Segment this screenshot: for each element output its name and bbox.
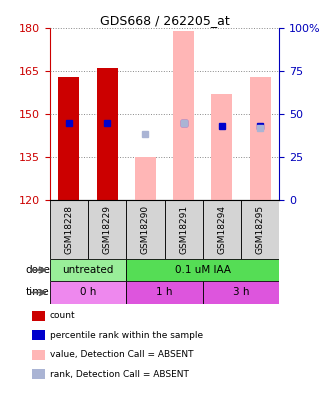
Bar [135,157,156,200]
Bar [211,94,232,200]
Bar [126,281,203,304]
Text: GSM18229: GSM18229 [103,205,112,254]
Bar [88,200,126,259]
Text: 1 h: 1 h [156,288,173,298]
Bar [126,200,164,259]
Text: value, Detection Call = ABSENT: value, Detection Call = ABSENT [50,350,193,359]
Text: untreated: untreated [62,265,114,275]
Text: GSM18294: GSM18294 [217,205,226,254]
Text: time: time [26,288,50,298]
Bar [58,77,79,200]
Text: 0.1 uM IAA: 0.1 uM IAA [175,265,231,275]
Title: GDS668 / 262205_at: GDS668 / 262205_at [100,14,230,27]
Bar [173,31,194,200]
Text: dose: dose [25,265,50,275]
Bar [250,77,271,200]
Bar [50,259,126,281]
Text: GSM18291: GSM18291 [179,205,188,254]
Bar [164,200,203,259]
Bar [126,259,279,281]
Text: GSM18295: GSM18295 [256,205,265,254]
Text: count: count [50,311,75,320]
Text: 0 h: 0 h [80,288,96,298]
Bar [203,200,241,259]
Bar [203,281,279,304]
Text: 3 h: 3 h [233,288,249,298]
Bar [50,281,126,304]
Bar [241,200,279,259]
Text: GSM18290: GSM18290 [141,205,150,254]
Text: GSM18228: GSM18228 [65,205,74,254]
Bar [97,68,118,200]
Text: rank, Detection Call = ABSENT: rank, Detection Call = ABSENT [50,370,189,379]
Text: percentile rank within the sample: percentile rank within the sample [50,331,203,340]
Bar [50,200,88,259]
